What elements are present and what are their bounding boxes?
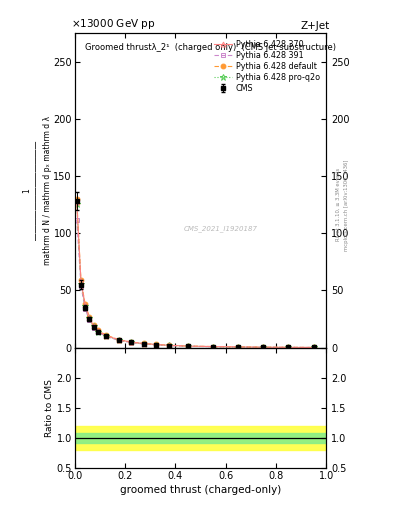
Pythia 6.428 370 (261, 344, 266, 350)
Pythia 6.428 default (211, 344, 215, 350)
Pythia 6.428 pro-q2o (91, 324, 96, 330)
Pythia 6.428 391 (261, 344, 266, 350)
Pythia 6.428 default (74, 196, 79, 202)
Pythia 6.428 pro-q2o (185, 343, 190, 349)
Pythia 6.428 default (311, 345, 316, 351)
Pythia 6.428 391 (154, 342, 159, 348)
Line: Pythia 6.428 391: Pythia 6.428 391 (74, 217, 316, 350)
Pythia 6.428 391 (167, 343, 171, 349)
Pythia 6.428 default (261, 344, 266, 350)
Pythia 6.428 391 (104, 333, 108, 339)
Pythia 6.428 default (95, 327, 100, 333)
Pythia 6.428 default (87, 314, 92, 320)
Pythia 6.428 370 (286, 344, 291, 350)
Pythia 6.428 pro-q2o (311, 345, 316, 351)
Line: Pythia 6.428 default: Pythia 6.428 default (74, 197, 316, 350)
Pythia 6.428 370 (87, 315, 92, 321)
Pythia 6.428 391 (211, 344, 215, 350)
Pythia 6.428 default (185, 343, 190, 349)
Pythia 6.428 370 (185, 343, 190, 349)
Pythia 6.428 default (129, 339, 134, 345)
Pythia 6.428 default (154, 342, 159, 348)
Legend: Pythia 6.428 370, Pythia 6.428 391, Pythia 6.428 default, Pythia 6.428 pro-q2o, : Pythia 6.428 370, Pythia 6.428 391, Pyth… (211, 37, 322, 95)
Pythia 6.428 default (167, 342, 171, 348)
Pythia 6.428 pro-q2o (211, 344, 215, 350)
Pythia 6.428 370 (167, 342, 171, 348)
Pythia 6.428 391 (83, 306, 88, 312)
Text: Rivet 3.1.10, ≥ 3.3M events: Rivet 3.1.10, ≥ 3.3M events (336, 168, 341, 242)
Text: CMS_2021_I1920187: CMS_2021_I1920187 (184, 225, 257, 231)
Pythia 6.428 default (79, 277, 83, 283)
Pythia 6.428 370 (95, 328, 100, 334)
Y-axis label: Ratio to CMS: Ratio to CMS (45, 379, 54, 437)
Pythia 6.428 391 (236, 344, 241, 350)
Pythia 6.428 pro-q2o (74, 201, 79, 207)
Pythia 6.428 370 (154, 342, 159, 348)
Pythia 6.428 pro-q2o (104, 333, 108, 339)
Pythia 6.428 391 (185, 343, 190, 349)
Pythia 6.428 370 (91, 323, 96, 329)
Pythia 6.428 391 (116, 337, 121, 344)
Pythia 6.428 391 (95, 329, 100, 335)
Pythia 6.428 default (116, 336, 121, 343)
Pythia 6.428 391 (311, 345, 316, 351)
Pythia 6.428 370 (104, 332, 108, 338)
Line: Pythia 6.428 370: Pythia 6.428 370 (74, 200, 316, 350)
Text: Groomed thrustλ_2¹  (charged only)  (CMS jet substructure): Groomed thrustλ_2¹ (charged only) (CMS j… (85, 42, 336, 52)
Pythia 6.428 370 (236, 344, 241, 350)
Pythia 6.428 391 (129, 339, 134, 346)
Pythia 6.428 pro-q2o (286, 344, 291, 350)
Pythia 6.428 391 (91, 325, 96, 331)
Pythia 6.428 pro-q2o (95, 329, 100, 335)
Pythia 6.428 391 (74, 217, 79, 223)
Pythia 6.428 370 (79, 278, 83, 284)
Pythia 6.428 370 (116, 337, 121, 343)
Pythia 6.428 pro-q2o (83, 304, 88, 310)
Pythia 6.428 pro-q2o (129, 339, 134, 346)
Pythia 6.428 default (104, 332, 108, 338)
Pythia 6.428 370 (311, 345, 316, 351)
Pythia 6.428 default (83, 301, 88, 307)
Pythia 6.428 pro-q2o (116, 337, 121, 343)
Pythia 6.428 370 (83, 302, 88, 308)
Pythia 6.428 default (91, 322, 96, 328)
Line: Pythia 6.428 pro-q2o: Pythia 6.428 pro-q2o (73, 201, 317, 351)
Pythia 6.428 391 (87, 317, 92, 323)
Pythia 6.428 pro-q2o (236, 344, 241, 350)
Pythia 6.428 pro-q2o (167, 343, 171, 349)
Pythia 6.428 default (236, 344, 241, 350)
Pythia 6.428 pro-q2o (79, 281, 83, 287)
Pythia 6.428 default (286, 344, 291, 350)
Pythia 6.428 370 (74, 199, 79, 205)
Text: mcplots.cern.ch [arXiv:1306.3436]: mcplots.cern.ch [arXiv:1306.3436] (344, 159, 349, 250)
Pythia 6.428 default (141, 340, 146, 347)
Text: Z+Jet: Z+Jet (301, 20, 330, 31)
Pythia 6.428 pro-q2o (261, 344, 266, 350)
Pythia 6.428 370 (129, 339, 134, 345)
Pythia 6.428 391 (79, 283, 83, 289)
Pythia 6.428 pro-q2o (141, 341, 146, 347)
Pythia 6.428 pro-q2o (154, 342, 159, 348)
Pythia 6.428 pro-q2o (87, 315, 92, 322)
Pythia 6.428 370 (141, 340, 146, 347)
Pythia 6.428 391 (141, 341, 146, 347)
Y-axis label: 1
―――――――――――――
mathrm d N / mathrm d pₓ mathrm d λ: 1 ――――――――――――― mathrm d N / mathrm d pₓ… (22, 116, 52, 265)
Pythia 6.428 391 (286, 344, 291, 350)
Pythia 6.428 370 (211, 344, 215, 350)
X-axis label: groomed thrust (charged-only): groomed thrust (charged-only) (120, 485, 281, 496)
Text: $\times$13000 GeV pp: $\times$13000 GeV pp (71, 17, 155, 31)
